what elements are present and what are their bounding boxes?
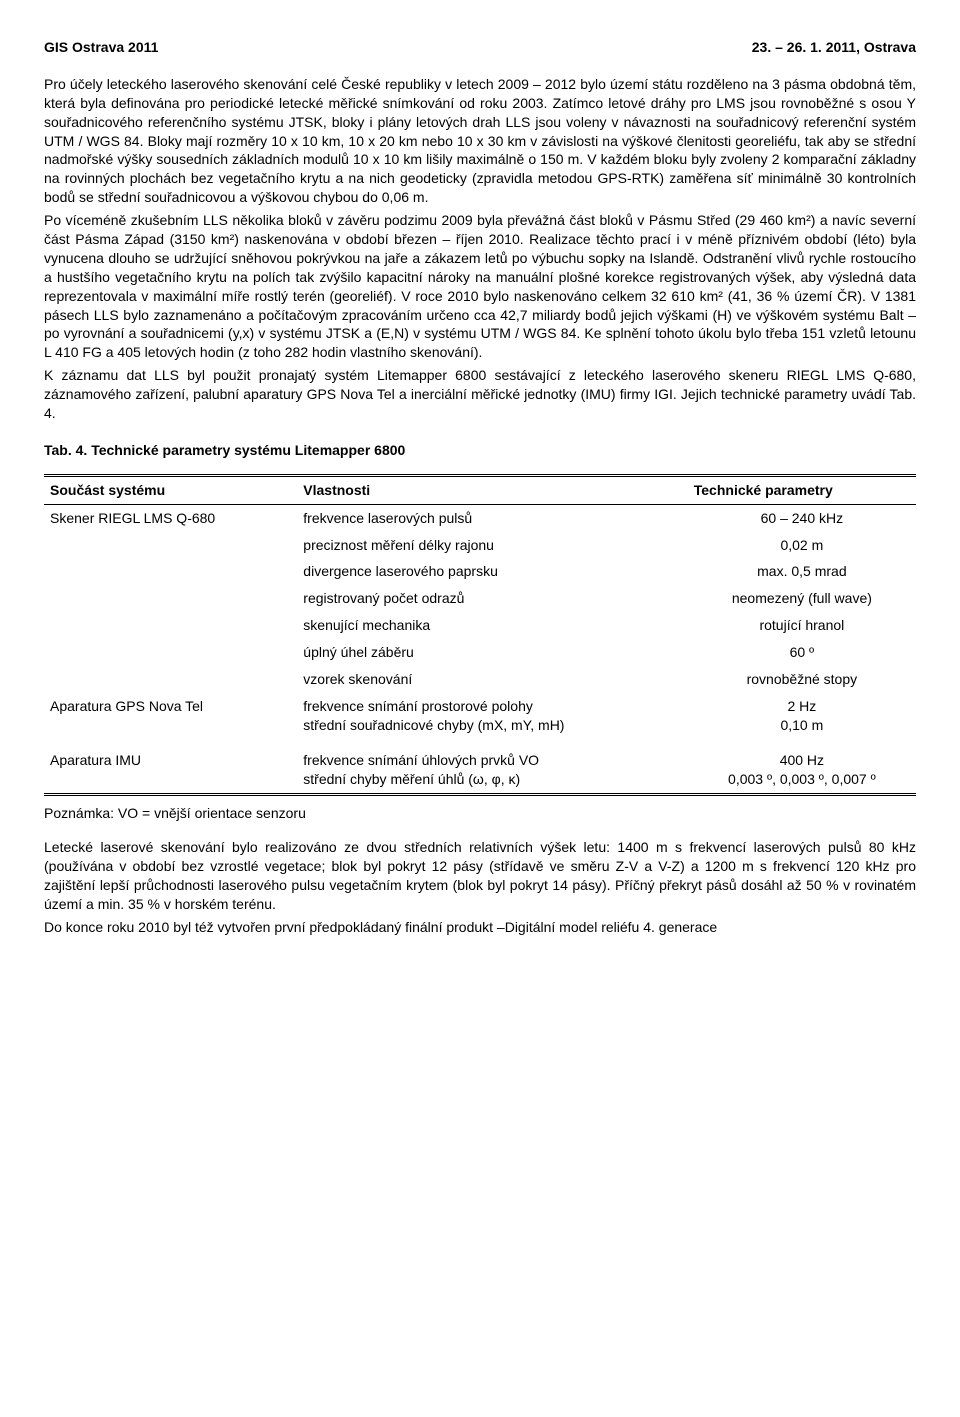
cell: frekvence laserových pulsů bbox=[297, 504, 687, 531]
cell: divergence laserového paprsku bbox=[297, 558, 687, 585]
cell: neomezený (full wave) bbox=[688, 585, 916, 612]
table-row: preciznost měření délky rajonu 0,02 m bbox=[44, 532, 916, 559]
table-header-1: Vlastnosti bbox=[297, 475, 687, 504]
table-row: Aparatura GPS Nova Tel frekvence snímání… bbox=[44, 693, 916, 739]
cell: Aparatura IMU bbox=[44, 747, 297, 794]
table-row: registrovaný počet odrazů neomezený (ful… bbox=[44, 585, 916, 612]
cell: úplný úhel záběru bbox=[297, 639, 687, 666]
cell: max. 0,5 mrad bbox=[688, 558, 916, 585]
cell: Skener RIEGL LMS Q-680 bbox=[44, 504, 297, 531]
header-left: GIS Ostrava 2011 bbox=[44, 38, 158, 57]
table-caption: Tab. 4. Technické parametry systému Lite… bbox=[44, 441, 916, 460]
cell bbox=[297, 739, 687, 747]
cell: rotující hranol bbox=[688, 612, 916, 639]
cell: 2 Hz 0,10 m bbox=[688, 693, 916, 739]
cell: frekvence snímání úhlových prvků VO stře… bbox=[297, 747, 687, 794]
cell: registrovaný počet odrazů bbox=[297, 585, 687, 612]
table-row: úplný úhel záběru 60 º bbox=[44, 639, 916, 666]
cell: 60 º bbox=[688, 639, 916, 666]
table-header-0: Součást systému bbox=[44, 475, 297, 504]
bottom-paragraph-2: Do konce roku 2010 byl též vytvořen prvn… bbox=[44, 918, 916, 937]
table-note: Poznámka: VO = vnější orientace senzoru bbox=[44, 804, 916, 823]
cell: skenující mechanika bbox=[297, 612, 687, 639]
cell bbox=[44, 666, 297, 693]
paragraph-2: Po víceméně zkušebním LLS několika bloků… bbox=[44, 211, 916, 362]
table-row: Aparatura IMU frekvence snímání úhlových… bbox=[44, 747, 916, 794]
header-right: 23. – 26. 1. 2011, Ostrava bbox=[752, 38, 916, 57]
cell bbox=[44, 532, 297, 559]
cell bbox=[44, 585, 297, 612]
cell bbox=[44, 612, 297, 639]
cell bbox=[44, 639, 297, 666]
table-row: Skener RIEGL LMS Q-680 frekvence laserov… bbox=[44, 504, 916, 531]
bottom-paragraph-1: Letecké laserové skenování bylo realizov… bbox=[44, 838, 916, 914]
cell: preciznost měření délky rajonu bbox=[297, 532, 687, 559]
cell: 0,02 m bbox=[688, 532, 916, 559]
paragraph-1: Pro účely leteckého laserového skenování… bbox=[44, 75, 916, 207]
cell: frekvence snímání prostorové polohy stře… bbox=[297, 693, 687, 739]
paragraph-3: K záznamu dat LLS byl použit pronajatý s… bbox=[44, 366, 916, 423]
cell: 60 – 240 kHz bbox=[688, 504, 916, 531]
parameters-table: Součást systému Vlastnosti Technické par… bbox=[44, 474, 916, 796]
cell: 400 Hz 0,003 º, 0,003 º, 0,007 º bbox=[688, 747, 916, 794]
cell bbox=[688, 739, 916, 747]
cell bbox=[44, 739, 297, 747]
table-row: vzorek skenování rovnoběžné stopy bbox=[44, 666, 916, 693]
cell: vzorek skenování bbox=[297, 666, 687, 693]
table-row: skenující mechanika rotující hranol bbox=[44, 612, 916, 639]
cell bbox=[44, 558, 297, 585]
page-header: GIS Ostrava 2011 23. – 26. 1. 2011, Ostr… bbox=[44, 38, 916, 57]
table-row bbox=[44, 739, 916, 747]
table-header-2: Technické parametry bbox=[688, 475, 916, 504]
cell: rovnoběžné stopy bbox=[688, 666, 916, 693]
cell: Aparatura GPS Nova Tel bbox=[44, 693, 297, 739]
table-row: divergence laserového paprsku max. 0,5 m… bbox=[44, 558, 916, 585]
